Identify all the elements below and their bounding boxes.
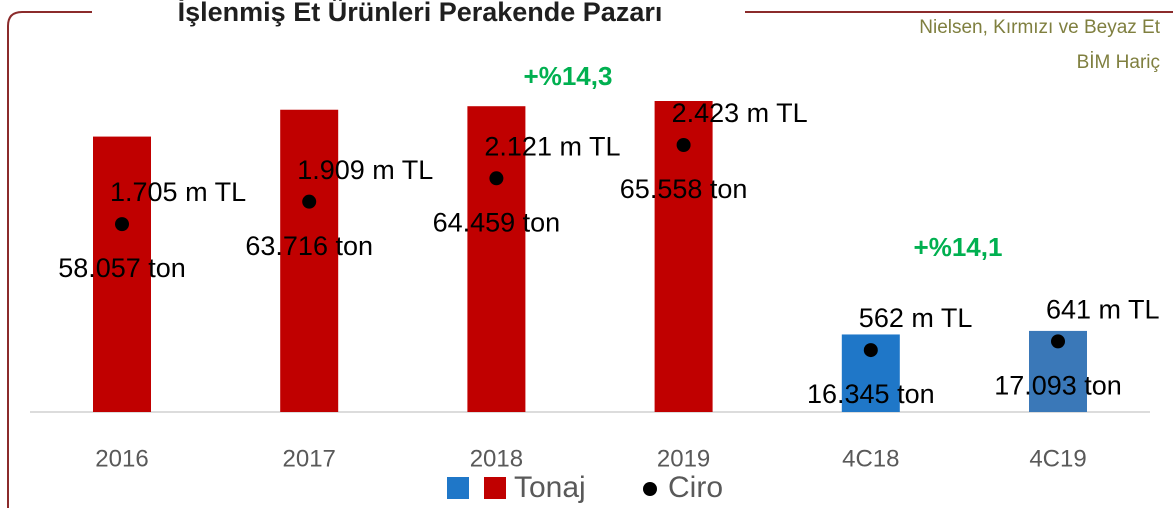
- legend-swatch: [484, 477, 506, 499]
- data-label: 641 m TL: [1046, 294, 1160, 324]
- x-tick-label: 4C18: [842, 445, 899, 472]
- dot: [863, 343, 878, 358]
- x-tick-label: 2019: [657, 445, 710, 472]
- data-label: 562 m TL: [859, 303, 973, 333]
- data-label: 58.057 ton: [58, 253, 186, 283]
- data-label: 65.558 ton: [620, 174, 748, 204]
- dot: [115, 217, 129, 232]
- bar: [93, 136, 151, 412]
- data-label: 1.909 m TL: [297, 155, 433, 185]
- data-label: 17.093 ton: [994, 370, 1122, 400]
- legend-label: Ciro: [668, 471, 723, 504]
- bar: [467, 106, 526, 413]
- annotation: +%14,3: [524, 61, 613, 91]
- chart-title: İşlenmiş Et Ürünleri Perakende Pazarı: [178, 0, 663, 27]
- annotation: +%14,1: [914, 232, 1003, 262]
- dot: [302, 194, 317, 209]
- dot: [1051, 334, 1065, 349]
- dot: [489, 171, 504, 186]
- data-label: 1.705 m TL: [110, 177, 246, 207]
- data-label: 63.716 ton: [245, 231, 373, 261]
- data-label: 2.121 m TL: [484, 131, 620, 161]
- bar: [280, 109, 339, 412]
- x-tick-label: 2018: [470, 445, 523, 472]
- data-label: 64.459 ton: [433, 207, 561, 237]
- data-label: 2.423 m TL: [672, 98, 808, 128]
- bar: [654, 101, 713, 412]
- legend-swatch: [447, 477, 469, 499]
- legend-swatch: [643, 482, 657, 496]
- source: BİM Hariç: [1077, 52, 1160, 73]
- source: Nielsen, Kırmızı ve Beyaz Et: [919, 17, 1160, 38]
- data-label: 16.345 ton: [807, 379, 935, 409]
- dot: [676, 138, 691, 152]
- frame: [7, 11, 1173, 508]
- legend-label: Tonaj: [514, 471, 586, 504]
- x-tick-label: 2016: [95, 445, 148, 472]
- x-tick-label: 4C19: [1029, 445, 1086, 472]
- x-tick-label: 2017: [283, 445, 336, 472]
